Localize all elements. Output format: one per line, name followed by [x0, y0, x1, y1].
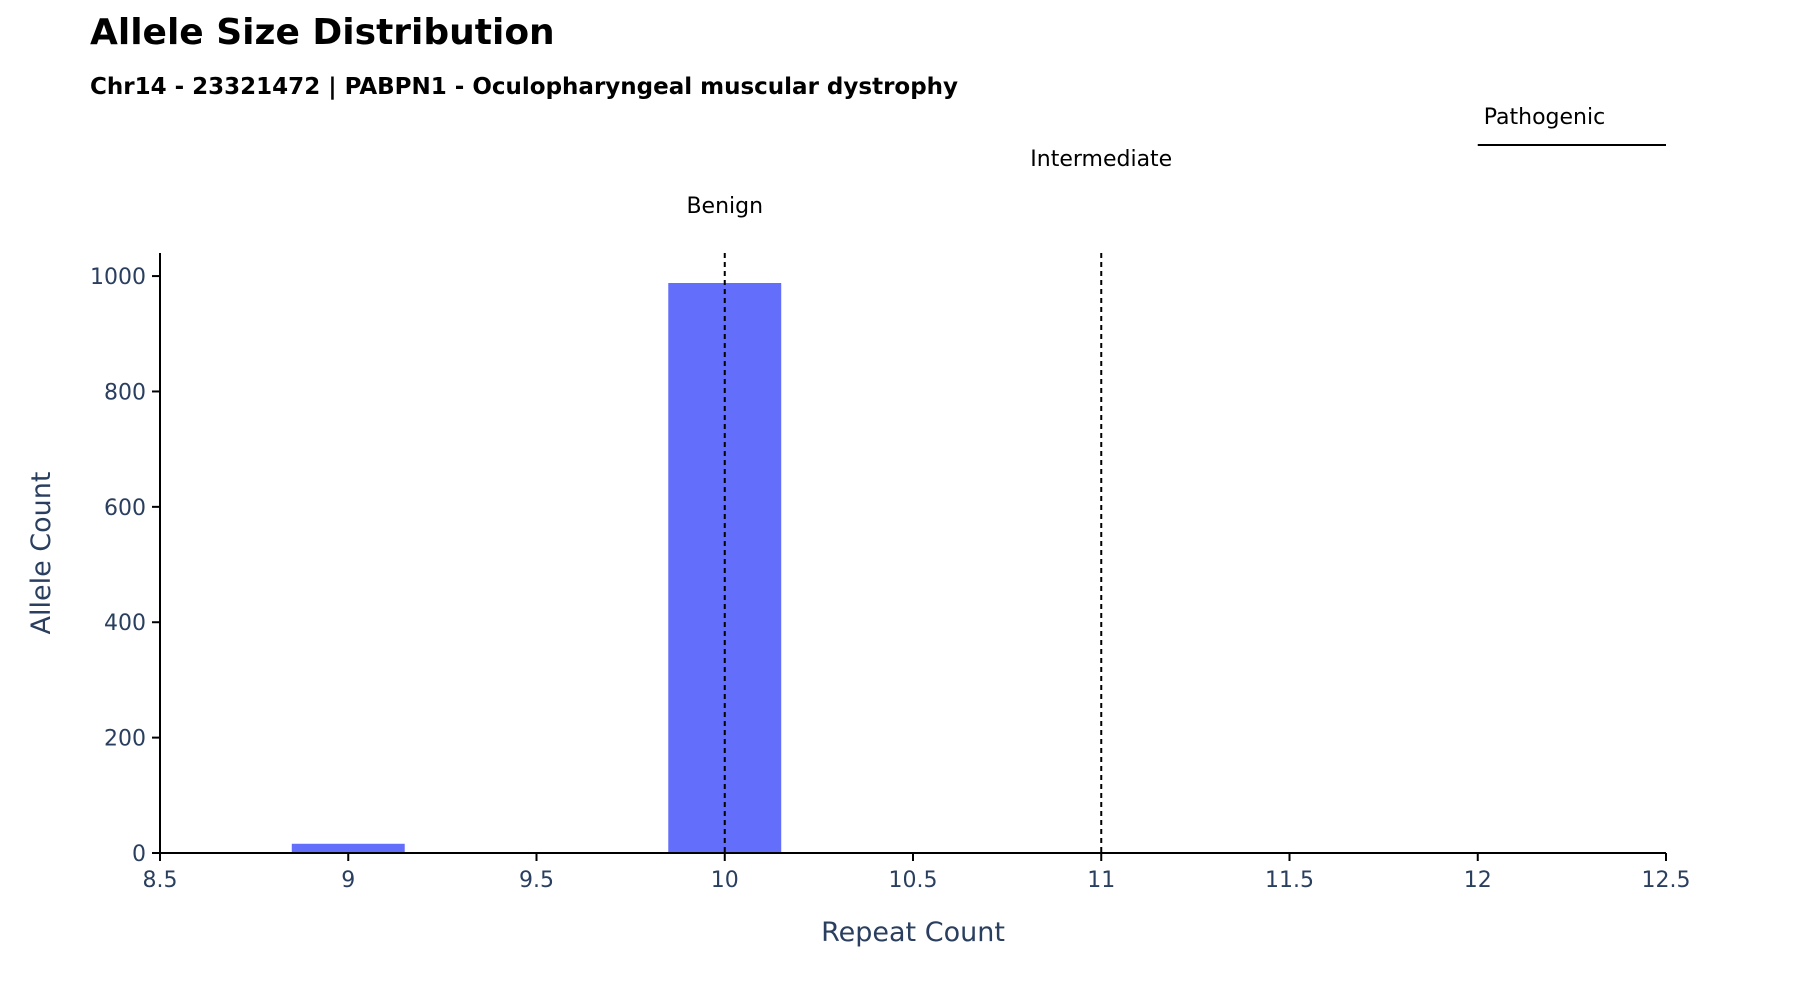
y-tick-label: 1000	[90, 265, 146, 290]
y-tick-label: 800	[104, 380, 146, 405]
threshold-annotations: Benign Intermediate Pathogenic	[686, 105, 1666, 853]
pathogenic-label: Pathogenic	[1484, 105, 1605, 130]
x-tick-label: 10	[711, 868, 739, 893]
x-tick-label: 11.5	[1265, 868, 1314, 893]
threshold-label-intermediate: Intermediate	[1030, 147, 1172, 172]
y-tick-label: 0	[132, 842, 146, 867]
x-tick-label: 8.5	[143, 868, 178, 893]
x-axis-ticks: 8.5 9 9.5 10 10.5 11 11.5 12 12.5	[143, 853, 1691, 893]
x-tick-label: 11	[1087, 868, 1115, 893]
chart-marks	[291, 283, 782, 853]
y-tick-label: 400	[104, 611, 146, 636]
chart-title: Allele Size Distribution	[90, 12, 555, 53]
y-tick-label: 200	[104, 727, 146, 752]
x-tick-label: 12	[1464, 868, 1492, 893]
x-axis-title: Repeat Count	[821, 917, 1005, 948]
chart-subtitle: Chr14 - 23321472 | PABPN1 - Oculopharyng…	[90, 74, 959, 100]
bar-9	[291, 843, 405, 853]
y-axis-title: Allele Count	[26, 472, 57, 635]
x-tick-label: 9	[341, 868, 355, 893]
y-axis-ticks: 0 200 400 600 800 1000	[90, 265, 160, 867]
x-tick-label: 9.5	[519, 868, 554, 893]
threshold-label-benign: Benign	[686, 194, 763, 219]
x-tick-label: 10.5	[889, 868, 938, 893]
x-tick-label: 12.5	[1642, 868, 1691, 893]
y-tick-label: 600	[104, 496, 146, 521]
